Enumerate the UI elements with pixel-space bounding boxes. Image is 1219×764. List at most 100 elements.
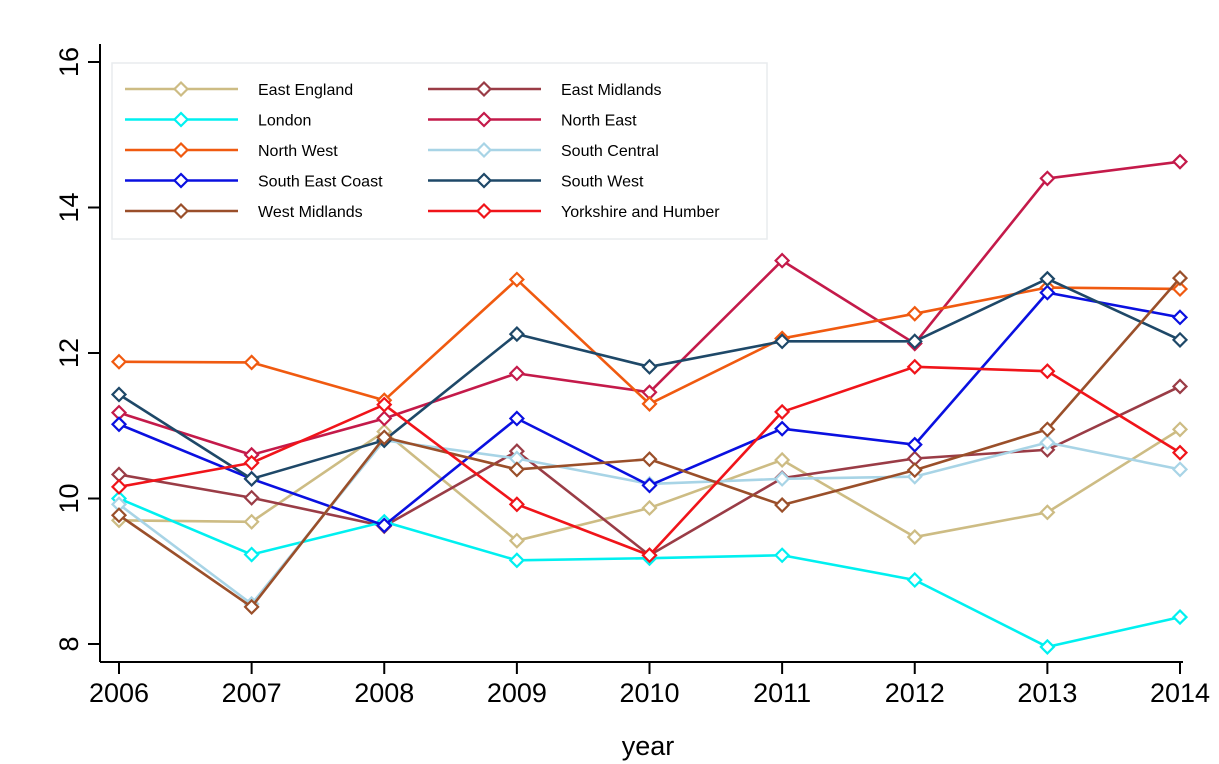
point-south-west-2006 <box>110 386 128 403</box>
legend-label: North East <box>561 113 637 130</box>
point-west-midlands-2006 <box>110 507 128 524</box>
legend-label: West Midlands <box>258 204 363 221</box>
point-london-2011 <box>774 547 791 564</box>
x-tick-label-2013: 2013 <box>1017 678 1077 708</box>
x-tick-label-2014: 2014 <box>1150 678 1210 708</box>
legend-swatch-marker <box>172 111 190 128</box>
point-yorkshire-and-humber-2006 <box>110 478 128 495</box>
point-west-midlands-2012 <box>906 462 923 479</box>
point-north-west-2006 <box>110 353 128 370</box>
series-yorkshire-and-humber <box>110 358 1189 564</box>
point-south-west-2013 <box>1039 270 1056 287</box>
point-west-midlands-2007 <box>243 598 260 615</box>
legend-item-london: London <box>125 111 311 130</box>
x-tick-label-2007: 2007 <box>222 678 282 708</box>
point-london-2012 <box>906 571 923 589</box>
point-south-east-coast-2010 <box>641 477 658 494</box>
point-south-west-2014 <box>1171 331 1189 348</box>
legend-item-south-east-coast: South East Coast <box>125 172 383 191</box>
point-east-midlands-2014 <box>1171 378 1189 395</box>
legend-item-south-west: South West <box>428 172 644 191</box>
point-yorkshire-and-humber-2014 <box>1171 444 1189 461</box>
legend-swatch-marker <box>172 202 190 220</box>
point-london-2007 <box>243 546 260 563</box>
point-london-2009 <box>508 552 525 569</box>
point-south-west-2010 <box>641 358 658 375</box>
legend-item-east-england: East England <box>125 80 353 99</box>
series-south-west <box>110 270 1189 487</box>
point-south-east-coast-2011 <box>774 420 791 437</box>
point-yorkshire-and-humber-2008 <box>376 396 393 413</box>
series-west-midlands <box>110 270 1189 615</box>
legend-item-north-east: North East <box>428 111 637 130</box>
point-south-east-coast-2013 <box>1039 284 1056 301</box>
point-south-east-coast-2012 <box>906 436 923 453</box>
point-north-west-2010 <box>641 395 658 412</box>
point-west-midlands-2013 <box>1039 421 1056 438</box>
series-south-east-coast <box>110 284 1189 534</box>
point-north-west-2012 <box>906 305 923 322</box>
legend-label: North West <box>258 143 338 160</box>
legend: East England East Midlands London North Eas… <box>111 62 768 240</box>
y-tick-label-16: 16 <box>54 47 84 77</box>
point-west-midlands-2009 <box>508 461 525 478</box>
point-london-2014 <box>1171 609 1189 626</box>
legend-label: East Midlands <box>561 82 662 99</box>
legend-swatch-marker <box>172 141 190 159</box>
point-south-west-2007 <box>243 470 260 487</box>
point-south-central-2013 <box>1039 434 1056 451</box>
point-north-east-2008 <box>376 410 393 427</box>
point-north-east-2014 <box>1171 153 1189 170</box>
x-tick-label-2011: 2011 <box>753 678 811 708</box>
point-east-england-2009 <box>508 532 525 549</box>
x-tick-label-2008: 2008 <box>354 678 414 708</box>
legend-label: South Central <box>561 143 659 160</box>
legend-label: East England <box>258 82 353 99</box>
x-tick-label-2010: 2010 <box>619 678 679 708</box>
legend-item-west-midlands: West Midlands <box>125 202 363 221</box>
point-east-england-2012 <box>906 529 923 546</box>
point-east-england-2010 <box>641 499 658 517</box>
legend-swatch-marker <box>475 111 493 128</box>
point-south-west-2009 <box>508 326 525 343</box>
point-south-east-coast-2008 <box>376 517 393 534</box>
point-yorkshire-and-humber-2011 <box>774 403 791 420</box>
legend-swatch-marker <box>172 80 190 98</box>
point-east-england-2013 <box>1039 504 1056 521</box>
point-north-east-2013 <box>1039 170 1056 187</box>
point-south-east-coast-2009 <box>508 410 525 427</box>
point-east-england-2007 <box>243 513 260 530</box>
y-tick-label-12: 12 <box>54 338 84 368</box>
point-yorkshire-and-humber-2012 <box>906 358 923 375</box>
series-layer <box>110 153 1189 655</box>
legend-swatch-marker <box>475 172 493 189</box>
legend-label: Yorkshire and Humber <box>561 204 720 221</box>
legend-item-south-central: South Central <box>428 141 659 160</box>
point-east-england-2011 <box>774 451 791 468</box>
point-yorkshire-and-humber-2007 <box>243 454 260 471</box>
point-west-midlands-2011 <box>774 496 791 514</box>
x-tick-label-2009: 2009 <box>487 678 547 708</box>
point-east-midlands-2007 <box>243 489 260 506</box>
point-yorkshire-and-humber-2010 <box>641 547 658 564</box>
legend-item-yorkshire-and-humber: Yorkshire and Humber <box>428 202 720 221</box>
point-west-midlands-2008 <box>376 429 393 446</box>
legend-item-east-midlands: East Midlands <box>428 80 662 99</box>
point-north-east-2011 <box>774 252 791 269</box>
point-west-midlands-2010 <box>641 451 658 468</box>
legend-item-north-west: North West <box>125 141 338 160</box>
point-north-west-2009 <box>508 271 525 288</box>
y-tick-label-10: 10 <box>54 483 84 513</box>
legend-label: South West <box>561 174 644 191</box>
legend-swatch-marker <box>475 141 493 159</box>
legend-label: London <box>258 113 311 130</box>
point-london-2013 <box>1039 638 1056 655</box>
point-south-west-2012 <box>906 333 923 350</box>
point-north-west-2007 <box>243 354 260 371</box>
legend-swatch-marker <box>475 202 493 220</box>
x-tick-label-2006: 2006 <box>89 678 149 708</box>
point-south-east-coast-2006 <box>110 416 128 433</box>
x-tick-label-2012: 2012 <box>885 678 945 708</box>
